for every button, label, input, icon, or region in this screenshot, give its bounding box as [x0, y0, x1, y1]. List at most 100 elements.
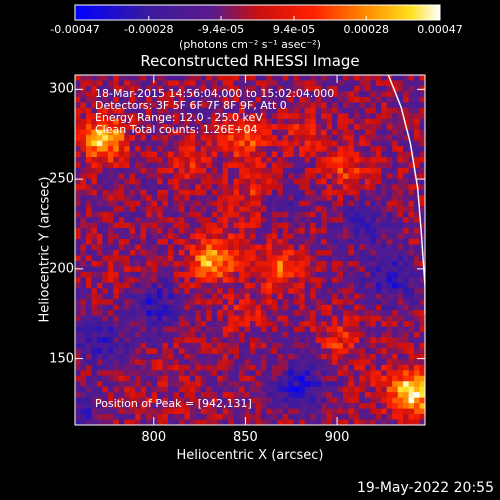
heatmap-cell: [118, 222, 125, 229]
heatmap-cell: [342, 348, 350, 355]
heatmap-cell: [304, 75, 311, 82]
heatmap-cell: [293, 414, 300, 421]
heatmap-cell: [239, 326, 246, 333]
heatmap-cell: [129, 206, 136, 213]
heatmap-cell: [124, 178, 131, 185]
heatmap-cell: [364, 353, 371, 360]
heatmap-cell: [233, 321, 240, 328]
heatmap-cell: [403, 91, 410, 98]
heatmap-cell: [200, 151, 207, 158]
heatmap-cell: [167, 91, 175, 98]
heatmap-cell: [260, 304, 268, 311]
heatmap-cell: [348, 233, 355, 240]
heatmap-cell: [140, 200, 147, 207]
heatmap-cell: [266, 288, 273, 295]
heatmap-cell: [118, 118, 125, 125]
heatmap-cell: [167, 206, 175, 213]
heatmap-cell: [195, 244, 202, 251]
heatmap-cell: [200, 162, 207, 169]
heatmap-cell: [348, 217, 355, 224]
heatmap-cell: [419, 419, 425, 425]
heatmap-cell: [403, 403, 410, 410]
heatmap-cell: [151, 107, 158, 114]
heatmap-cell: [353, 162, 360, 169]
heatmap-cell: [96, 293, 103, 300]
heatmap-cell: [173, 266, 180, 273]
heatmap-cell: [228, 162, 235, 169]
heatmap-cell: [102, 124, 109, 131]
heatmap-cell: [277, 375, 284, 382]
heatmap-cell: [113, 80, 120, 87]
heatmap-cell: [211, 310, 218, 317]
heatmap-cell: [222, 118, 229, 125]
heatmap-cell: [353, 167, 360, 175]
heatmap-cell: [75, 419, 82, 425]
heatmap-cell: [321, 211, 328, 218]
heatmap-cell: [326, 353, 333, 360]
heatmap-cell: [162, 200, 169, 207]
heatmap-cell: [222, 91, 229, 98]
heatmap-cell: [244, 217, 251, 224]
heatmap-cell: [370, 315, 377, 322]
heatmap-cell: [266, 348, 273, 355]
heatmap-cell: [255, 315, 262, 322]
heatmap-cell: [107, 217, 114, 224]
heatmap-cell: [266, 282, 273, 289]
heatmap-cell: [135, 118, 142, 125]
heatmap-cell: [271, 299, 278, 306]
heatmap-cell: [353, 419, 360, 425]
heatmap-cell: [332, 91, 339, 98]
heatmap-cell: [353, 342, 360, 350]
heatmap-cell: [414, 140, 421, 147]
colorbar: [74, 4, 441, 21]
heatmap-cell: [129, 414, 136, 421]
heatmap-cell: [217, 337, 224, 344]
heatmap-cell: [200, 342, 207, 350]
heatmap-cell: [266, 386, 273, 393]
heatmap-cell: [96, 173, 103, 180]
heatmap-cell: [217, 271, 224, 278]
heatmap-cell: [288, 118, 295, 125]
heatmap-cell: [113, 342, 120, 350]
heatmap-cell: [386, 277, 393, 284]
heatmap-cell: [310, 299, 317, 306]
heatmap-cell: [217, 162, 224, 169]
heatmap-cell: [217, 184, 224, 191]
heatmap-cell: [85, 91, 93, 98]
heatmap-cell: [173, 299, 180, 306]
heatmap-cell: [118, 239, 125, 246]
heatmap-cell: [375, 102, 382, 109]
heatmap-cell: [293, 408, 300, 415]
heatmap-cell: [353, 332, 360, 339]
heatmap-cell: [113, 375, 120, 382]
heatmap-cell: [244, 200, 251, 207]
heatmap-cell: [381, 118, 388, 125]
heatmap-cell: [102, 178, 109, 185]
heatmap-cell: [113, 96, 120, 103]
heatmap-cell: [151, 85, 158, 93]
heatmap-cell: [260, 189, 268, 196]
heatmap-cell: [85, 271, 93, 278]
heatmap-cell: [414, 206, 421, 213]
heatmap-cell: [167, 288, 175, 295]
heatmap-cell: [113, 167, 120, 175]
heatmap-cell: [386, 167, 393, 175]
heatmap-cell: [271, 255, 278, 262]
heatmap-cell: [178, 173, 185, 180]
heatmap-cell: [359, 304, 366, 311]
heatmap-cell: [162, 162, 169, 169]
heatmap-cell: [277, 167, 284, 175]
heatmap-cell: [85, 353, 93, 360]
heatmap-cell: [408, 255, 415, 262]
heatmap-cell: [403, 157, 410, 164]
heatmap-cell: [75, 250, 82, 257]
heatmap-cell: [233, 408, 240, 415]
heatmap-cell: [228, 167, 235, 175]
heatmap-cell: [189, 80, 196, 87]
heatmap-cell: [381, 277, 388, 284]
heatmap-cell: [167, 135, 175, 142]
heatmap-cell: [414, 146, 421, 153]
heatmap-cell: [271, 337, 278, 344]
heatmap-cell: [392, 321, 399, 328]
heatmap-cell: [239, 370, 246, 377]
